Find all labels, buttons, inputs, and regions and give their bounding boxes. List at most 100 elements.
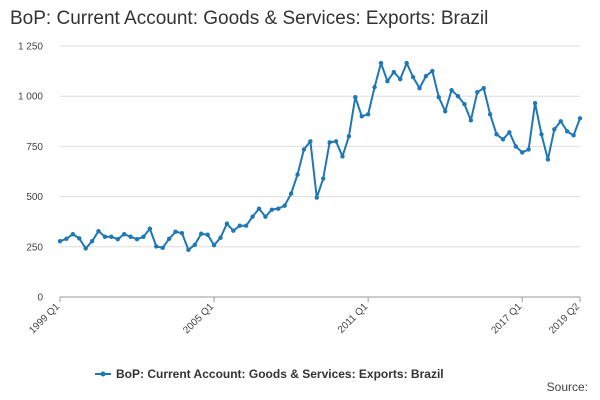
y-tick-label: 750	[26, 142, 43, 153]
data-point[interactable]	[96, 228, 101, 234]
data-point[interactable]	[128, 234, 133, 239]
data-point[interactable]	[64, 236, 69, 241]
data-point[interactable]	[250, 214, 255, 219]
data-point[interactable]	[282, 203, 287, 208]
data-point[interactable]	[404, 60, 409, 66]
series-line	[59, 62, 581, 251]
data-point[interactable]	[487, 112, 493, 117]
data-point[interactable]	[398, 76, 403, 82]
data-point[interactable]	[552, 127, 557, 132]
data-point[interactable]	[160, 245, 165, 251]
data-point[interactable]	[571, 133, 576, 138]
data-point[interactable]	[539, 132, 544, 137]
data-point[interactable]	[186, 247, 191, 253]
data-point[interactable]	[224, 221, 230, 226]
data-point[interactable]	[77, 236, 82, 241]
data-point[interactable]	[301, 147, 307, 152]
data-point[interactable]	[507, 130, 512, 135]
y-tick-label: 500	[26, 192, 43, 203]
data-point[interactable]	[321, 176, 326, 181]
data-point[interactable]	[154, 244, 159, 249]
data-point[interactable]	[449, 87, 454, 93]
data-point[interactable]	[494, 132, 499, 137]
data-point[interactable]	[417, 85, 422, 91]
y-tick-label: 250	[26, 242, 43, 253]
data-point[interactable]	[269, 207, 275, 212]
data-point[interactable]	[256, 206, 262, 211]
data-point[interactable]	[468, 118, 474, 123]
chart-title: BoP: Current Account: Goods & Services: …	[10, 8, 489, 29]
grid-lines	[60, 45, 580, 248]
data-point[interactable]	[423, 73, 429, 79]
x-tick-label: 2011 Q1	[336, 301, 371, 336]
data-point[interactable]	[520, 150, 525, 155]
legend-marker	[100, 371, 106, 377]
data-point[interactable]	[526, 147, 531, 152]
data-point[interactable]	[243, 223, 249, 228]
data-point[interactable]	[288, 191, 294, 196]
data-point[interactable]	[179, 230, 185, 236]
y-tick-label: 0	[37, 293, 43, 304]
data-point[interactable]	[365, 112, 371, 117]
data-point[interactable]	[308, 139, 313, 144]
data-point[interactable]	[410, 74, 416, 80]
data-point[interactable]	[89, 238, 95, 244]
data-point[interactable]	[385, 78, 390, 84]
x-tick-label: 1999 Q1	[27, 301, 62, 336]
data-point[interactable]	[192, 242, 198, 247]
data-point[interactable]	[115, 236, 120, 242]
data-point[interactable]	[359, 114, 364, 119]
data-point[interactable]	[475, 89, 480, 95]
data-point[interactable]	[70, 231, 76, 237]
data-point[interactable]	[558, 119, 563, 124]
data-point[interactable]	[134, 236, 140, 242]
data-point[interactable]	[211, 242, 217, 248]
data-point[interactable]	[564, 129, 570, 134]
data-point[interactable]	[102, 234, 108, 239]
data-point[interactable]	[327, 140, 332, 145]
data-point[interactable]	[545, 157, 551, 162]
data-point[interactable]	[333, 139, 339, 144]
data-point[interactable]	[57, 238, 63, 244]
data-point[interactable]	[462, 102, 467, 107]
data-point[interactable]	[372, 84, 377, 90]
data-point[interactable]	[263, 214, 268, 219]
y-tick-label: 1 250	[18, 42, 43, 53]
data-point[interactable]	[430, 68, 435, 74]
data-point[interactable]	[378, 60, 384, 66]
data-point[interactable]	[314, 195, 319, 200]
x-tick-label: 2005 Q1	[181, 301, 216, 336]
data-point[interactable]	[436, 95, 441, 100]
data-point[interactable]	[455, 94, 461, 99]
data-point[interactable]	[83, 246, 88, 251]
data-point[interactable]	[166, 236, 172, 241]
data-point[interactable]	[481, 85, 486, 91]
legend-label[interactable]: BoP: Current Account: Goods & Services: …	[116, 367, 444, 381]
data-point[interactable]	[391, 69, 397, 75]
data-point[interactable]	[205, 232, 210, 237]
data-point[interactable]	[577, 116, 583, 121]
legend: BoP: Current Account: Goods & Services: …	[95, 367, 444, 381]
data-point[interactable]	[500, 137, 506, 142]
x-tick-label: 2019 Q2	[547, 301, 582, 336]
data-point[interactable]	[141, 234, 146, 239]
x-tick-label: 2017 Q1	[489, 301, 524, 336]
data-point[interactable]	[231, 228, 236, 233]
data-point[interactable]	[295, 172, 300, 177]
data-point[interactable]	[147, 226, 153, 231]
data-point[interactable]	[532, 101, 538, 106]
data-point[interactable]	[109, 234, 114, 239]
data-point[interactable]	[199, 231, 204, 236]
data-point[interactable]	[218, 235, 223, 240]
data-point[interactable]	[346, 134, 352, 139]
data-point[interactable]	[353, 95, 358, 100]
data-point[interactable]	[237, 223, 242, 228]
data-point[interactable]	[442, 109, 448, 114]
y-axis-ticks: 0 250 500 750 1 000 1 250	[18, 42, 43, 304]
data-point[interactable]	[173, 229, 178, 234]
data-point[interactable]	[121, 231, 127, 237]
data-point[interactable]	[340, 154, 345, 159]
data-point[interactable]	[276, 206, 281, 211]
data-point[interactable]	[513, 144, 519, 149]
